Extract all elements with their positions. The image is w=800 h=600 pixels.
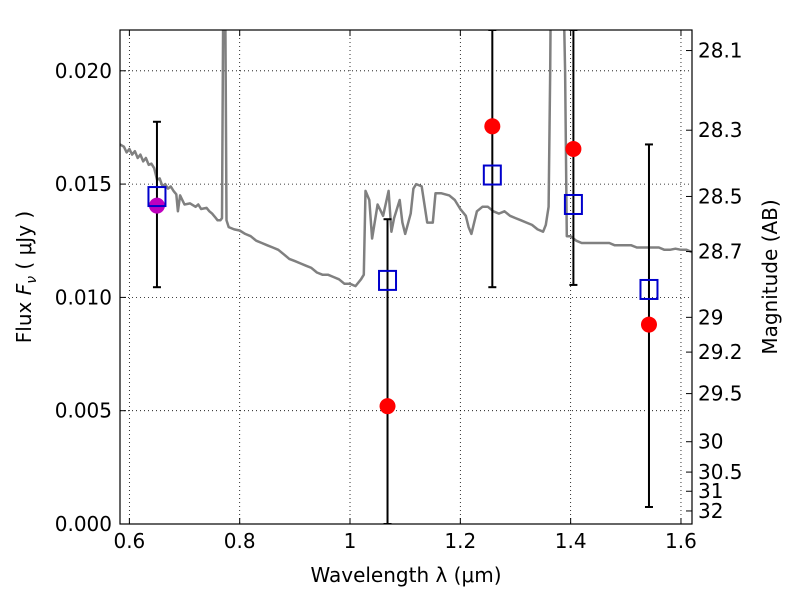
x-tick-label: 1.4: [555, 529, 587, 553]
y2-tick-label: 28.7: [698, 240, 743, 264]
x-tick-label: 1.6: [665, 529, 697, 553]
model-flux-square: [378, 269, 398, 291]
y-tick-label: 0.015: [55, 172, 112, 196]
model-flux-square: [147, 186, 167, 208]
y-tick-label: 0.010: [55, 285, 112, 309]
y2-tick-label: 32: [698, 499, 723, 523]
x-tick-label: 1: [344, 529, 357, 553]
y-axis-label: Flux Fν ( μJy ): [12, 211, 40, 343]
y-tick-label: 0.020: [55, 59, 112, 83]
y-tick-label: 0.005: [55, 399, 112, 423]
markers-layer: [147, 118, 659, 415]
observed-flux-point: [484, 118, 501, 135]
y2-axis-label: Magnitude (AB): [758, 199, 782, 354]
observed-flux-point: [640, 316, 657, 333]
x-axis-label: Wavelength λ (μm): [310, 563, 501, 587]
y2-tick-label: 29.5: [698, 382, 743, 406]
model-spectrum-line: [120, 30, 692, 288]
grid-lines: [120, 30, 692, 525]
y2-tick-label: 30: [698, 430, 723, 454]
y2-tick-label: 30.5: [698, 460, 743, 484]
axis-ticks: 0.6 0.8 1 1.2 1.4 1.6 0.000 0.005 0.010 0.015 0.02…: [55, 30, 743, 553]
observed-flux-point: [379, 398, 396, 415]
y2-tick-label: 28.1: [698, 39, 743, 63]
plot-frame: [119, 29, 693, 525]
y2-tick-label: 29: [698, 305, 723, 329]
y2-tick-label: 31: [698, 479, 723, 503]
model-flux-square: [482, 164, 502, 186]
model-flux-square: [639, 278, 659, 300]
model-flux-square: [563, 193, 583, 215]
x-tick-label: 0.6: [113, 529, 145, 553]
y-tick-label: 0.000: [55, 512, 112, 536]
y2-tick-label: 28.3: [698, 118, 743, 142]
y2-tick-label: 29.2: [698, 340, 743, 364]
y2-tick-label: 28.5: [698, 184, 743, 208]
x-tick-label: 1.2: [444, 529, 476, 553]
error-bars-layer: [152, 30, 653, 524]
model-spectrum-layer: [120, 30, 692, 288]
x-tick-label: 0.8: [224, 529, 256, 553]
observed-flux-point: [565, 140, 582, 157]
